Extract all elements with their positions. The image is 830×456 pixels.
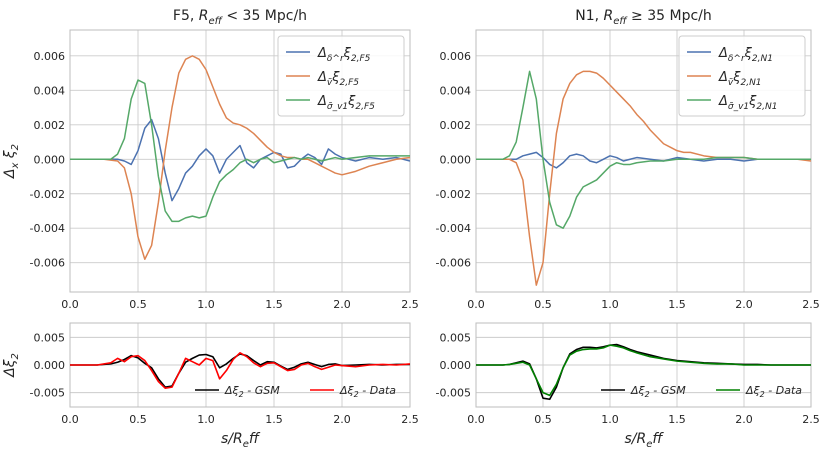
x-tick-label: 1.5 <box>265 298 283 311</box>
legend-label: Δξ2 - GSM <box>224 384 280 399</box>
y-tick-label: -0.004 <box>30 222 65 235</box>
chart-title: N1, Reff ≥ 35 Mpc/h <box>575 8 712 27</box>
y-tick-label: 0.004 <box>34 84 66 97</box>
plot-top-left: 0.0 0.5 1.0 1.5 2.0 2.5 -0.006 -0.004 -0.002 0.00… <box>2 8 419 311</box>
x-tick-label: 0.5 <box>129 298 147 311</box>
y-tick-label: -0.004 <box>436 222 471 235</box>
y-tick-label: 0.004 <box>440 84 472 97</box>
x-tick-label: 2.0 <box>735 413 753 426</box>
plot-bottom-left: 0.0 0.5 1.0 1.5 2.0 2.5 -0.005 0.000 0.005 Δξ2 - … <box>2 322 419 450</box>
x-tick-label: 1.5 <box>668 298 686 311</box>
x-tick-label: 1.0 <box>197 413 215 426</box>
series-line-2 <box>476 70 811 229</box>
y-tick-label: -0.002 <box>30 188 65 201</box>
x-tick-label: 1.5 <box>668 413 686 426</box>
series-line-1 <box>476 344 811 397</box>
y-tick-label: 0.000 <box>34 359 66 372</box>
x-tick-label: 2.5 <box>802 413 820 426</box>
x-tick-label: 1.0 <box>601 298 619 311</box>
y-tick-label: 0.000 <box>34 153 66 166</box>
y-tick-label: 0.002 <box>34 119 66 132</box>
legend-label: Δσ̃_v1ξ2,F5 <box>317 94 375 112</box>
plot-bottom-right: 0.0 0.5 1.0 1.5 2.0 2.5 -0.005 0.000 0.005 Δξ2 - … <box>436 322 820 450</box>
x-tick-label: 2.0 <box>735 298 753 311</box>
legend-label: Δδ^rξ2,F5 <box>317 46 371 64</box>
legend-box <box>678 35 806 117</box>
series-line-1 <box>70 55 410 260</box>
plot-top-right: 0.0 0.5 1.0 1.5 2.0 2.5 -0.006 -0.004 -0.002 0.00… <box>436 8 820 311</box>
y-axis-label: Δξ2 <box>2 353 21 378</box>
series-line-1 <box>70 352 410 390</box>
y-tick-label: 0.000 <box>440 153 472 166</box>
legend-box <box>277 35 405 117</box>
x-tick-label: 0.5 <box>129 413 147 426</box>
x-axis-label: s/Reff <box>624 431 664 450</box>
y-tick-label: 0.002 <box>440 119 472 132</box>
series-line-0 <box>70 353 410 388</box>
x-tick-label: 2.5 <box>802 298 820 311</box>
y-tick-label: 0.005 <box>34 331 66 344</box>
x-tick-label: 0.5 <box>534 298 552 311</box>
x-axis-label: s/Reff <box>221 431 261 450</box>
x-tick-label: 2.0 <box>333 413 351 426</box>
legend-label: Δξ2 - Data <box>339 384 396 399</box>
y-tick-label: -0.005 <box>436 387 471 400</box>
series-line-0 <box>70 118 410 202</box>
x-tick-label: 0.0 <box>467 298 485 311</box>
x-tick-label: 2.5 <box>401 298 419 311</box>
legend-label: Δσ̃_v1ξ2,N1 <box>718 94 777 112</box>
x-tick-label: 0.0 <box>61 298 79 311</box>
x-tick-label: 1.0 <box>601 413 619 426</box>
x-tick-label: 2.5 <box>401 413 419 426</box>
legend-label: Δξ2 - GSM <box>630 384 686 399</box>
y-axis-label: Δx ξ2 <box>2 144 21 179</box>
y-tick-label: -0.006 <box>436 257 471 270</box>
y-tick-label: 0.006 <box>34 50 66 63</box>
chart-title: F5, Reff < 35 Mpc/h <box>173 8 307 27</box>
legend-label: Δξ2 - Data <box>745 384 802 399</box>
x-tick-label: 1.0 <box>197 298 215 311</box>
x-tick-label: 0.0 <box>61 413 79 426</box>
x-tick-label: 1.5 <box>265 413 283 426</box>
y-tick-label: 0.000 <box>440 359 472 372</box>
x-tick-label: 0.5 <box>534 413 552 426</box>
y-tick-label: -0.005 <box>30 387 65 400</box>
x-tick-label: 2.0 <box>333 298 351 311</box>
legend-label: Δδ^rξ2,N1 <box>718 46 773 64</box>
y-tick-label: 0.005 <box>440 331 472 344</box>
y-tick-label: -0.006 <box>30 257 65 270</box>
y-tick-label: 0.006 <box>440 50 472 63</box>
series-line-0 <box>476 151 811 169</box>
legend-label: Δṽξ2,F5 <box>317 70 359 88</box>
legend-label: Δṽξ2,N1 <box>718 70 762 88</box>
series-line-2 <box>70 79 410 223</box>
x-tick-label: 0.0 <box>467 413 485 426</box>
y-tick-label: -0.002 <box>436 188 471 201</box>
